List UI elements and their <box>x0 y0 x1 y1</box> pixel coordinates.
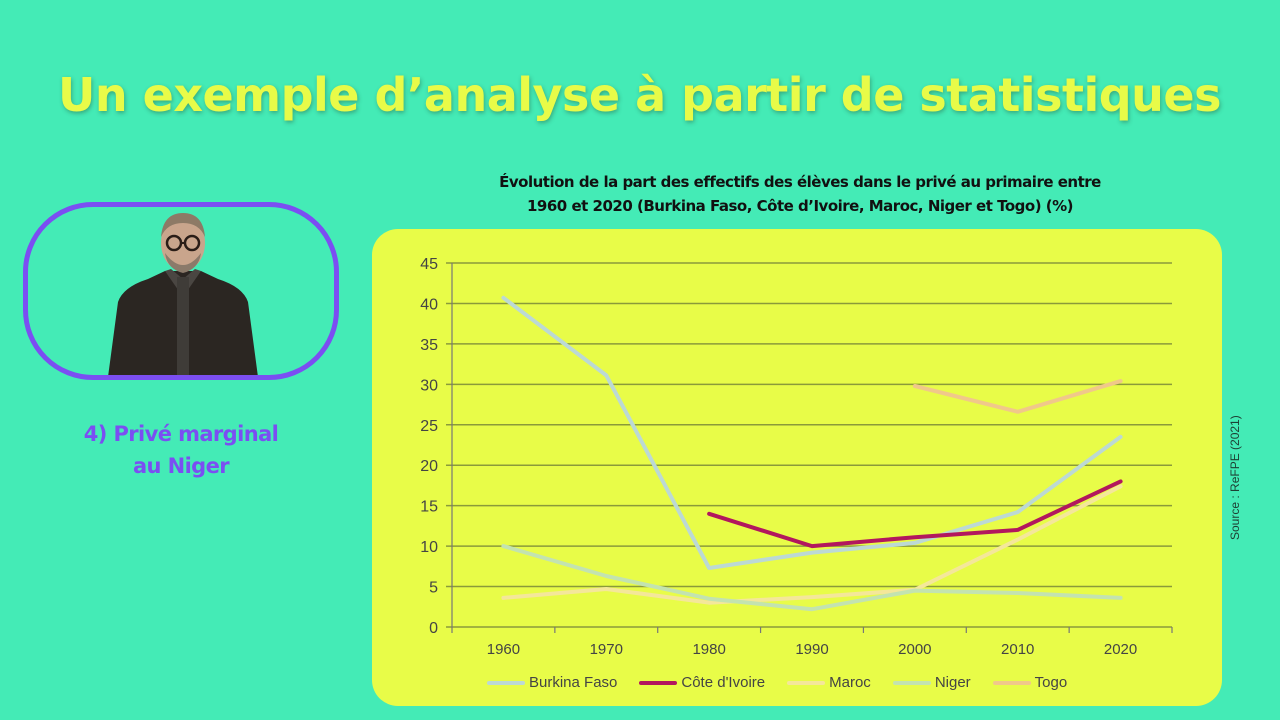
slide-title: Un exemple d’analyse à partir de statist… <box>58 68 1221 122</box>
legend-item: Togo <box>992 674 1068 691</box>
line-chart: 0 5 10 15 20 25 30 35 40 45 1960 1970 1980 1990 2000 20… <box>420 256 1173 658</box>
y-tick-label: 30 <box>420 377 438 394</box>
legend-item: Burkina Faso <box>487 674 617 691</box>
chart-title-line-1: Évolution de la part des effectifs des é… <box>499 173 1101 191</box>
caption-line-2: au Niger <box>132 454 230 478</box>
legend-item: Côte d'Ivoire <box>639 674 765 691</box>
chart-title-line-2: 1960 et 2020 (Burkina Faso, Côte d’Ivoir… <box>526 197 1074 215</box>
legend-swatch <box>639 680 678 685</box>
y-tick-label: 25 <box>420 418 438 435</box>
y-tick-label: 40 <box>420 296 438 313</box>
legend-label: Niger <box>934 674 971 691</box>
legend-label: Togo <box>1034 674 1068 691</box>
legend-item: Maroc <box>787 674 871 691</box>
section-caption: 4) Privé marginal au Niger <box>23 418 339 482</box>
caption-line-1: 4) Privé marginal <box>83 422 279 446</box>
x-tick-label: 2010 <box>1001 641 1034 658</box>
legend-swatch <box>992 680 1031 685</box>
y-tick-label: 45 <box>420 256 438 273</box>
legend-swatch <box>787 680 826 685</box>
series-line <box>501 544 1123 612</box>
series-line <box>501 484 1123 605</box>
chart-title: Évolution de la part des effectifs des é… <box>440 170 1160 218</box>
legend-swatch <box>892 680 931 685</box>
legend-swatch <box>487 680 525 685</box>
y-tick-label: 35 <box>420 337 438 354</box>
y-tick-label: 5 <box>429 580 438 597</box>
series-line <box>501 295 1123 570</box>
legend-label: Maroc <box>829 674 871 691</box>
chart-panel: 0 5 10 15 20 25 30 35 40 45 1960 1970 1980 1990 2000 20… <box>372 229 1222 706</box>
x-tick-label: 1980 <box>692 641 725 658</box>
legend-item: Niger <box>892 674 971 691</box>
series-line <box>912 379 1123 414</box>
legend-label: Burkina Faso <box>529 674 618 691</box>
y-tick-label: 0 <box>429 620 438 637</box>
chart-legend: Burkina Faso Côte d'Ivoire Maroc Niger Togo <box>487 674 1067 691</box>
presenter-video-frame <box>23 202 339 380</box>
x-tick-label: 1990 <box>795 641 828 658</box>
y-tick-label: 10 <box>420 539 438 556</box>
x-tick-label: 2020 <box>1104 641 1137 658</box>
x-tick-label: 1960 <box>487 641 520 658</box>
y-tick-label: 20 <box>420 458 438 475</box>
y-tick-label: 15 <box>420 499 438 516</box>
presenter-image <box>108 213 258 375</box>
source-note: Source : ReFPE (2021) <box>1228 415 1242 540</box>
x-tick-label: 2000 <box>898 641 931 658</box>
series-line <box>707 479 1123 549</box>
x-tick-label: 1970 <box>590 641 623 658</box>
legend-label: Côte d'Ivoire <box>681 674 766 691</box>
